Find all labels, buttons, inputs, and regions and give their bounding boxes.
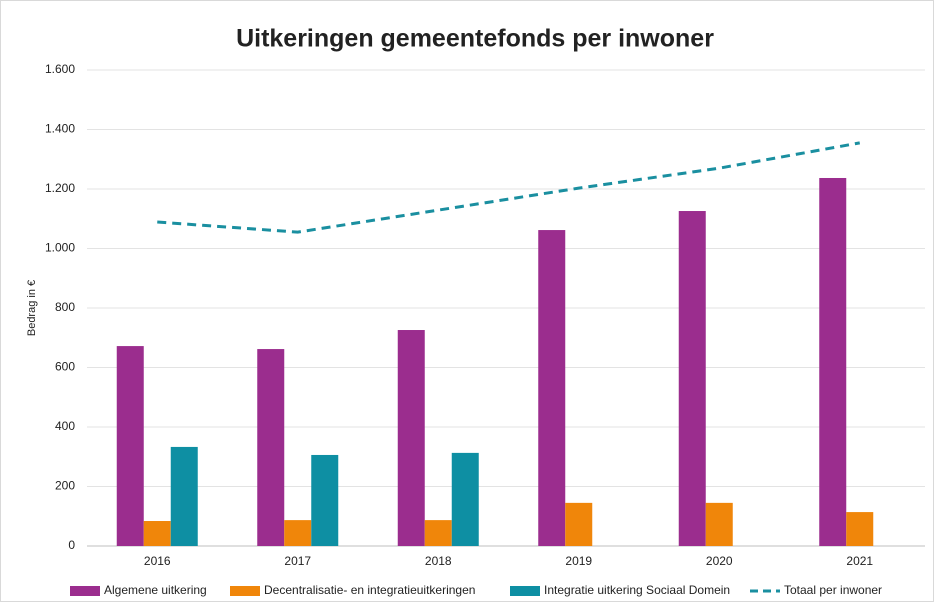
bar (846, 512, 874, 546)
bar (284, 520, 312, 546)
legend-label: Totaal per inwoner (784, 583, 882, 597)
x-tick-label: 2017 (284, 554, 311, 568)
bar (678, 211, 706, 546)
bar (397, 330, 425, 546)
line (157, 141, 861, 234)
bar (565, 502, 593, 546)
y-tick-label: 200 (55, 479, 75, 493)
bar (116, 346, 144, 546)
y-axis-label: Bedrag in € (26, 280, 38, 336)
y-tick-label: 400 (55, 419, 75, 433)
y-tick-label: 800 (55, 300, 75, 314)
bar (143, 521, 171, 546)
legend-swatch (70, 586, 100, 596)
y-tick-label: 1.400 (45, 122, 75, 136)
y-tick-label: 600 (55, 360, 75, 374)
y-tick-label: 1.200 (45, 181, 75, 195)
x-tick-label: 2020 (706, 554, 733, 568)
bar (424, 520, 452, 546)
legend-label: Algemene uitkering (104, 583, 207, 597)
legend-label: Integratie uitkering Sociaal Domein (544, 583, 730, 597)
legend-label: Decentralisatie- en integratieuitkeringe… (264, 583, 475, 597)
bar (311, 454, 339, 546)
bar (257, 349, 285, 546)
bar (538, 230, 566, 546)
y-tick-label: 0 (68, 538, 75, 552)
x-tick-label: 2016 (144, 554, 171, 568)
bar (705, 502, 733, 546)
y-tick-label: 1.600 (45, 62, 75, 76)
chart-title: Uitkeringen gemeentefonds per inwoner (236, 25, 714, 53)
bar (451, 452, 479, 546)
x-tick-label: 2018 (425, 554, 452, 568)
legend-swatch (230, 586, 260, 596)
x-tick-label: 2021 (846, 554, 873, 568)
bar (819, 177, 847, 546)
x-tick-label: 2019 (565, 554, 592, 568)
legend-swatch (510, 586, 540, 596)
y-tick-label: 1.000 (45, 241, 75, 255)
bar (170, 446, 198, 546)
